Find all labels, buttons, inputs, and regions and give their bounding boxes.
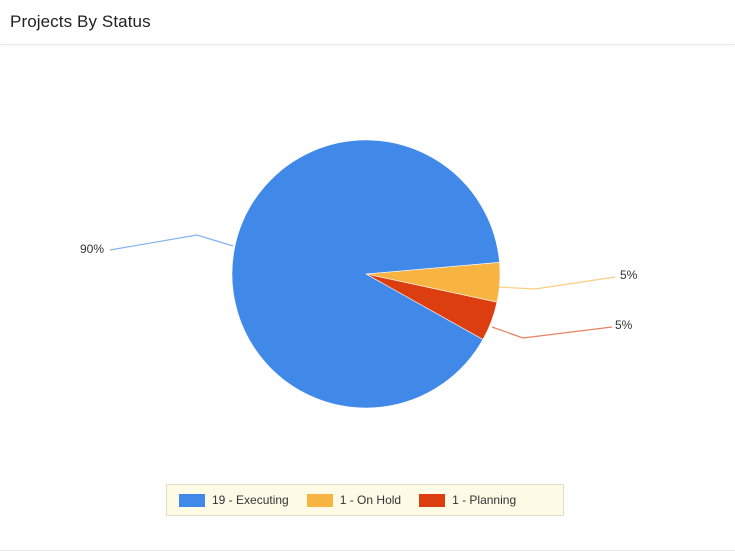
panel-title: Projects By Status bbox=[10, 12, 151, 31]
leader-line bbox=[497, 276, 616, 290]
legend-item[interactable]: 1 - On Hold bbox=[306, 493, 402, 507]
legend-item[interactable]: 19 - Executing bbox=[179, 493, 289, 507]
legend-label: 1 - Planning bbox=[452, 493, 517, 507]
chart-legend: 19 - Executing 1 - On Hold 1 - Planning bbox=[166, 484, 564, 516]
legend-swatch bbox=[306, 493, 333, 507]
leader-line bbox=[491, 326, 613, 339]
pie-chart: 90% 5% 5% bbox=[80, 139, 638, 409]
slice-percent-label: 5% bbox=[620, 268, 638, 282]
legend-label: 19 - Executing bbox=[212, 493, 289, 507]
slice-percent-label: 90% bbox=[80, 242, 104, 256]
slice-percent-label: 5% bbox=[615, 318, 633, 332]
pie-slice-executing[interactable] bbox=[231, 139, 500, 409]
panel-header: Projects By Status bbox=[0, 0, 735, 45]
leader-line bbox=[109, 234, 234, 251]
legend-swatch bbox=[419, 493, 446, 507]
legend-label: 1 - On Hold bbox=[339, 493, 402, 507]
legend-item[interactable]: 1 - Planning bbox=[419, 493, 516, 507]
legend-swatch bbox=[179, 493, 205, 507]
